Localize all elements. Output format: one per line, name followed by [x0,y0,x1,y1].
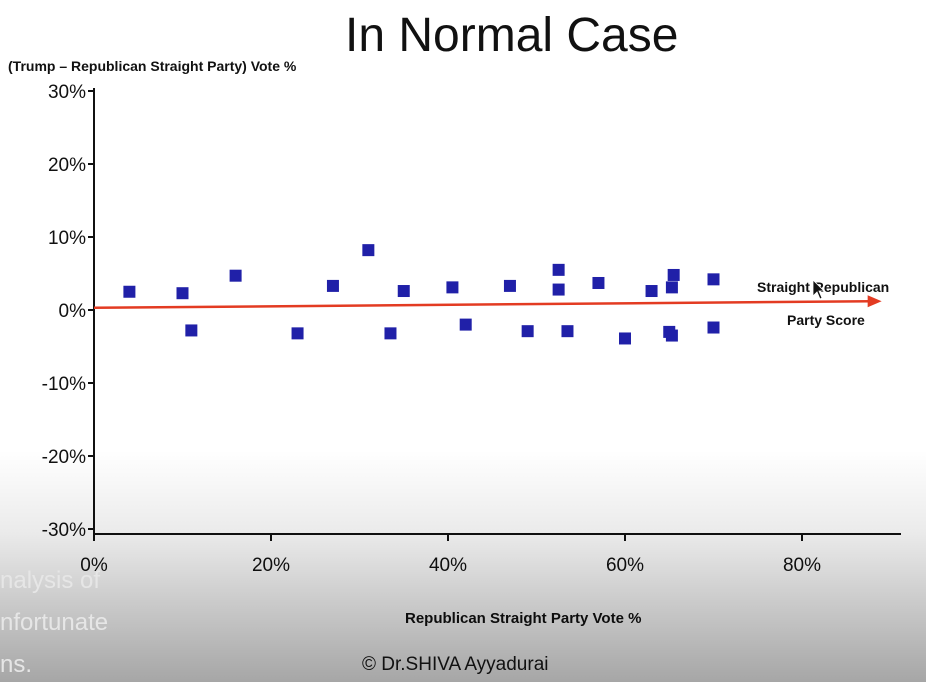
y-tick-label: 30% [48,82,86,103]
data-point [384,327,397,340]
y-axis-label: (Trump – Republican Straight Party) Vote… [8,58,297,74]
data-point [362,244,375,257]
data-points-group [123,244,720,345]
x-tick-label: 80% [783,555,821,576]
data-point [665,329,678,342]
copyright-text: © Dr.SHIVA Ayyadurai [362,654,549,675]
y-tick-label: -10% [42,374,86,395]
x-tick-label: 20% [252,555,290,576]
data-point [619,332,631,345]
cursor-icon [812,279,825,300]
y-tick-label: -30% [42,520,86,541]
data-point [592,276,605,289]
x-tick-label: 40% [429,555,467,576]
caption-line: nalysis of [0,567,101,594]
chart-title: In Normal Case [345,9,679,62]
data-point [176,287,189,300]
x-tick-label: 60% [606,555,644,576]
subtitle-caption: nalysis of nfortunate ns. [0,560,170,682]
data-point [185,324,198,337]
y-tick-label: 10% [48,228,86,249]
data-point [521,325,534,338]
data-point [665,281,678,294]
caption-line: nfortunate [0,609,109,636]
data-point [707,273,720,286]
data-point [229,269,242,282]
data-point [503,279,516,292]
y-tick-label: 20% [48,155,86,176]
data-point [552,283,565,296]
data-point [459,318,472,331]
x-axis-label: Republican Straight Party Vote % [405,610,642,627]
trend-line [93,299,872,310]
y-tick-label: -20% [42,447,86,468]
data-point [645,285,658,298]
data-point [123,285,136,298]
data-point [667,268,680,281]
data-point [561,325,574,338]
data-point [446,281,459,294]
trend-label-line2: Party Score [787,312,865,328]
x-tick-label: 0% [80,555,108,576]
data-point [291,327,304,340]
trend-line-group [93,295,882,310]
trend-arrowhead [867,295,882,308]
y-tick-label: 0% [59,301,87,322]
caption-line: ns. [0,651,33,678]
data-point [707,321,720,334]
tick-group: 30% 20% 10% 0% -10% -20% -30% 0% 20% 40% 60% 80% [42,82,821,576]
data-point [552,263,565,276]
data-point [326,279,339,292]
trend-label-line1: Straight Republican [757,279,889,295]
data-point [397,285,410,298]
